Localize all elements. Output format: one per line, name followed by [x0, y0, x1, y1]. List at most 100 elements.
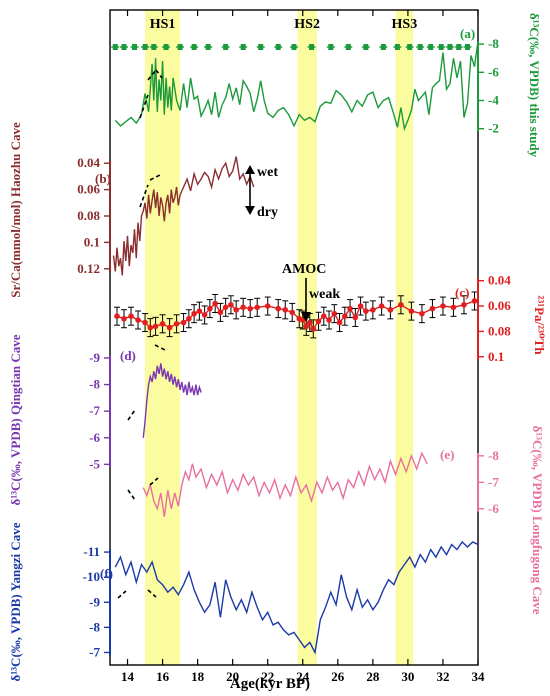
- data-point: [264, 303, 271, 309]
- dating-marker: [112, 44, 118, 50]
- data-point: [228, 301, 234, 308]
- data-point: [247, 305, 253, 312]
- data-point: [408, 308, 415, 314]
- dating-marker: [142, 44, 148, 50]
- data-point: [142, 319, 148, 326]
- x-axis: 14 16 18 20 22 24 26 28 30 32 34: [121, 10, 485, 684]
- x-tick-label: 24: [296, 669, 310, 684]
- dating-marker: [407, 44, 413, 50]
- y-tick-label: 0.1: [84, 234, 100, 249]
- data-point: [303, 323, 310, 330]
- data-point: [387, 307, 394, 313]
- trend-arrow: [127, 409, 136, 421]
- trend-arrow: [149, 477, 159, 486]
- data-point: [419, 310, 425, 317]
- data-point: [173, 321, 180, 327]
- data-point: [166, 324, 173, 331]
- trend-arrow: [117, 590, 127, 599]
- dry-arrowhead-icon: [245, 206, 255, 215]
- data-point: [207, 305, 213, 312]
- data-point: [159, 321, 166, 327]
- heinrich-stadial-bands: [145, 10, 414, 665]
- y-tick-label: 0.04: [488, 273, 511, 288]
- dating-marker: [447, 44, 453, 50]
- data-point: [282, 307, 289, 313]
- y-tick-label: -8: [488, 36, 499, 51]
- wet-label: wet: [257, 165, 278, 180]
- data-point: [370, 307, 376, 313]
- y-tick-label: 0.08: [77, 208, 100, 223]
- dating-marker: [328, 44, 334, 50]
- x-tick-label: 28: [366, 669, 380, 684]
- data-point: [201, 312, 208, 318]
- data-point: [147, 324, 154, 331]
- data-series: (a) (b) (c) (d) (e) (f): [95, 26, 479, 655]
- data-point: [326, 317, 332, 323]
- series-line-f: [114, 540, 479, 655]
- heinrich-stadial-labels: HS1 HS2 HS3: [150, 17, 418, 32]
- y-tick-label: 0.04: [77, 155, 100, 170]
- data-point: [440, 303, 446, 309]
- y-tick-label: -7: [89, 403, 100, 418]
- data-point: [461, 301, 467, 308]
- x-tick-label: 32: [436, 669, 449, 684]
- wet-arrowhead-icon: [245, 165, 255, 174]
- data-point: [275, 305, 282, 312]
- trend-arrow: [139, 184, 149, 208]
- dating-marker: [121, 44, 127, 50]
- data-point: [254, 304, 260, 311]
- dating-marker: [428, 44, 434, 50]
- y-tick-label: -7: [488, 474, 499, 489]
- series-line-a: [114, 41, 479, 132]
- data-point: [212, 300, 218, 307]
- data-point: [306, 319, 313, 326]
- dating-marker: [291, 44, 297, 50]
- hs-label-3: HS3: [392, 17, 418, 32]
- panel-label-c: (c): [455, 285, 469, 300]
- data-point: [196, 308, 203, 314]
- y-tick-label: 0.06: [488, 298, 511, 313]
- dating-marker: [394, 44, 400, 50]
- x-tick-label: 20: [226, 669, 239, 684]
- y-tick-label: -9: [89, 350, 100, 365]
- dating-marker: [275, 44, 281, 50]
- y-tick-label: 0.06: [77, 182, 100, 197]
- dating-marker: [309, 44, 315, 50]
- y-tick-label: -5: [89, 456, 100, 471]
- dating-marker: [191, 44, 197, 50]
- data-point: [331, 310, 338, 317]
- data-point: [363, 308, 369, 314]
- y-axis-label-e: δ¹³C(‰, VPDB) Longfugong Cave: [530, 425, 545, 614]
- data-point: [347, 305, 353, 312]
- panel-label-f: (f): [100, 566, 113, 581]
- data-point: [152, 323, 159, 330]
- data-point: [135, 317, 141, 323]
- y-tick-label: -7: [89, 644, 100, 659]
- hs-label-1: HS1: [150, 17, 176, 32]
- annotations: wet dry AMOC weak: [117, 69, 340, 599]
- dating-marker: [132, 44, 138, 50]
- trend-arrow: [154, 344, 166, 351]
- trend-arrow: [127, 489, 136, 501]
- y-tick-label: 0.1: [488, 349, 504, 364]
- trend-arrow: [147, 589, 157, 598]
- amoc-label: AMOC: [282, 262, 326, 277]
- data-point: [114, 313, 120, 319]
- y-axis-label-a: δ¹³C(‰, VPDB) this study: [527, 13, 542, 158]
- hs-band-1: [145, 10, 181, 665]
- dating-marker: [205, 44, 211, 50]
- trend-arrow: [147, 69, 157, 81]
- data-point: [240, 304, 246, 311]
- x-tick-label: 22: [261, 669, 274, 684]
- y-tick-label: -10: [83, 569, 100, 584]
- y-axis-label-b: Sr/Ca(mmol/mol) Haozhu Cave: [8, 122, 23, 298]
- data-point: [299, 317, 306, 323]
- y-axis-label-c: ²³¹Pa/²³⁰Th: [532, 295, 547, 355]
- data-point: [310, 326, 317, 332]
- data-point: [342, 313, 348, 319]
- dating-marker: [258, 44, 264, 50]
- data-point: [233, 307, 239, 313]
- x-tick-label: 30: [401, 669, 414, 684]
- data-point: [128, 313, 134, 319]
